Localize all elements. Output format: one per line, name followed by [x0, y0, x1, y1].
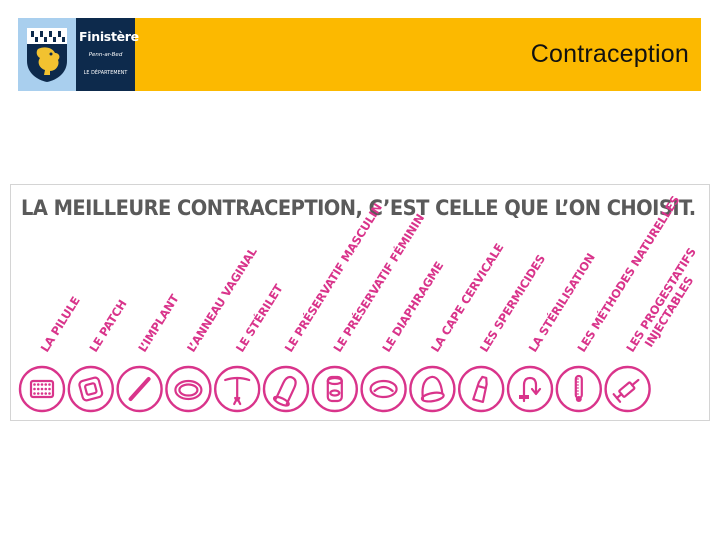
sterilization-icon [519, 376, 542, 403]
method-badge [67, 365, 115, 413]
page-title: Contraception [530, 40, 689, 68]
iud-icon [224, 376, 251, 406]
method-badge [116, 365, 163, 413]
method-13: LES PROGESTATIFSINJECTABLES [604, 245, 699, 413]
method-badge [604, 365, 651, 413]
logo-subtitle: Penn-ar-Bed [88, 52, 123, 58]
method-badge [165, 365, 212, 413]
method-label: LES MÉTHODES NATURELLES [574, 193, 683, 355]
thermometer-icon [574, 374, 583, 402]
logo-name: Finistère [79, 29, 139, 44]
finistere-logo[interactable]: Finistère Penn-ar-Bed LE DÉPARTEMENT [18, 18, 139, 91]
implant-icon [128, 377, 151, 401]
method-label: LA PILULE [38, 294, 83, 355]
shield-icon [27, 28, 67, 82]
method-label: LE PATCH [86, 297, 129, 354]
female-condom-icon [326, 375, 343, 403]
logo-department: LE DÉPARTEMENT [83, 71, 128, 76]
cervical-cap-icon [420, 375, 445, 403]
method-label: LE STÉRILET [232, 281, 286, 355]
patch-icon [78, 376, 104, 402]
method-badge [311, 365, 358, 413]
method-badge [409, 365, 456, 413]
method-badge [458, 365, 505, 413]
method-3: L’IMPLANT [116, 292, 182, 413]
method-label: L’IMPLANT [135, 292, 182, 355]
methods-strip: LA PILULE LE PATCH L’IMPLANT L’ANNEAU VAGIN… [18, 193, 699, 413]
header-bar: Finistère Penn-ar-Bed LE DÉPARTEMENT Con… [18, 18, 701, 91]
pill-pack-icon [29, 379, 55, 399]
banner-headline: LA MEILLEURE CONTRACEPTION, C’EST CELLE … [21, 196, 696, 221]
logo-text-panel: Finistère Penn-ar-Bed LE DÉPARTEMENT [76, 18, 139, 91]
method-2: LE PATCH [67, 297, 130, 413]
contraception-banner: LA MEILLEURE CONTRACEPTION, C’EST CELLE … [10, 184, 710, 421]
method-label: LE PRÉSERVATIF FÉMININ [330, 211, 428, 355]
syringe-icon [612, 378, 640, 403]
spermicide-tube-icon [472, 375, 488, 403]
method-label: LE PRÉSERVATIF MASCULIN [281, 200, 385, 354]
diaphragm-icon [369, 379, 398, 399]
method-badge [213, 365, 261, 413]
method-badge [360, 365, 407, 413]
method-badge [18, 365, 66, 413]
method-badge [506, 365, 554, 413]
logo-shield-panel [18, 18, 76, 91]
method-1: LA PILULE [18, 294, 83, 413]
male-condom-icon [272, 375, 297, 407]
method-badge [555, 365, 602, 413]
ring-icon [174, 379, 203, 401]
method-badge [262, 365, 310, 413]
